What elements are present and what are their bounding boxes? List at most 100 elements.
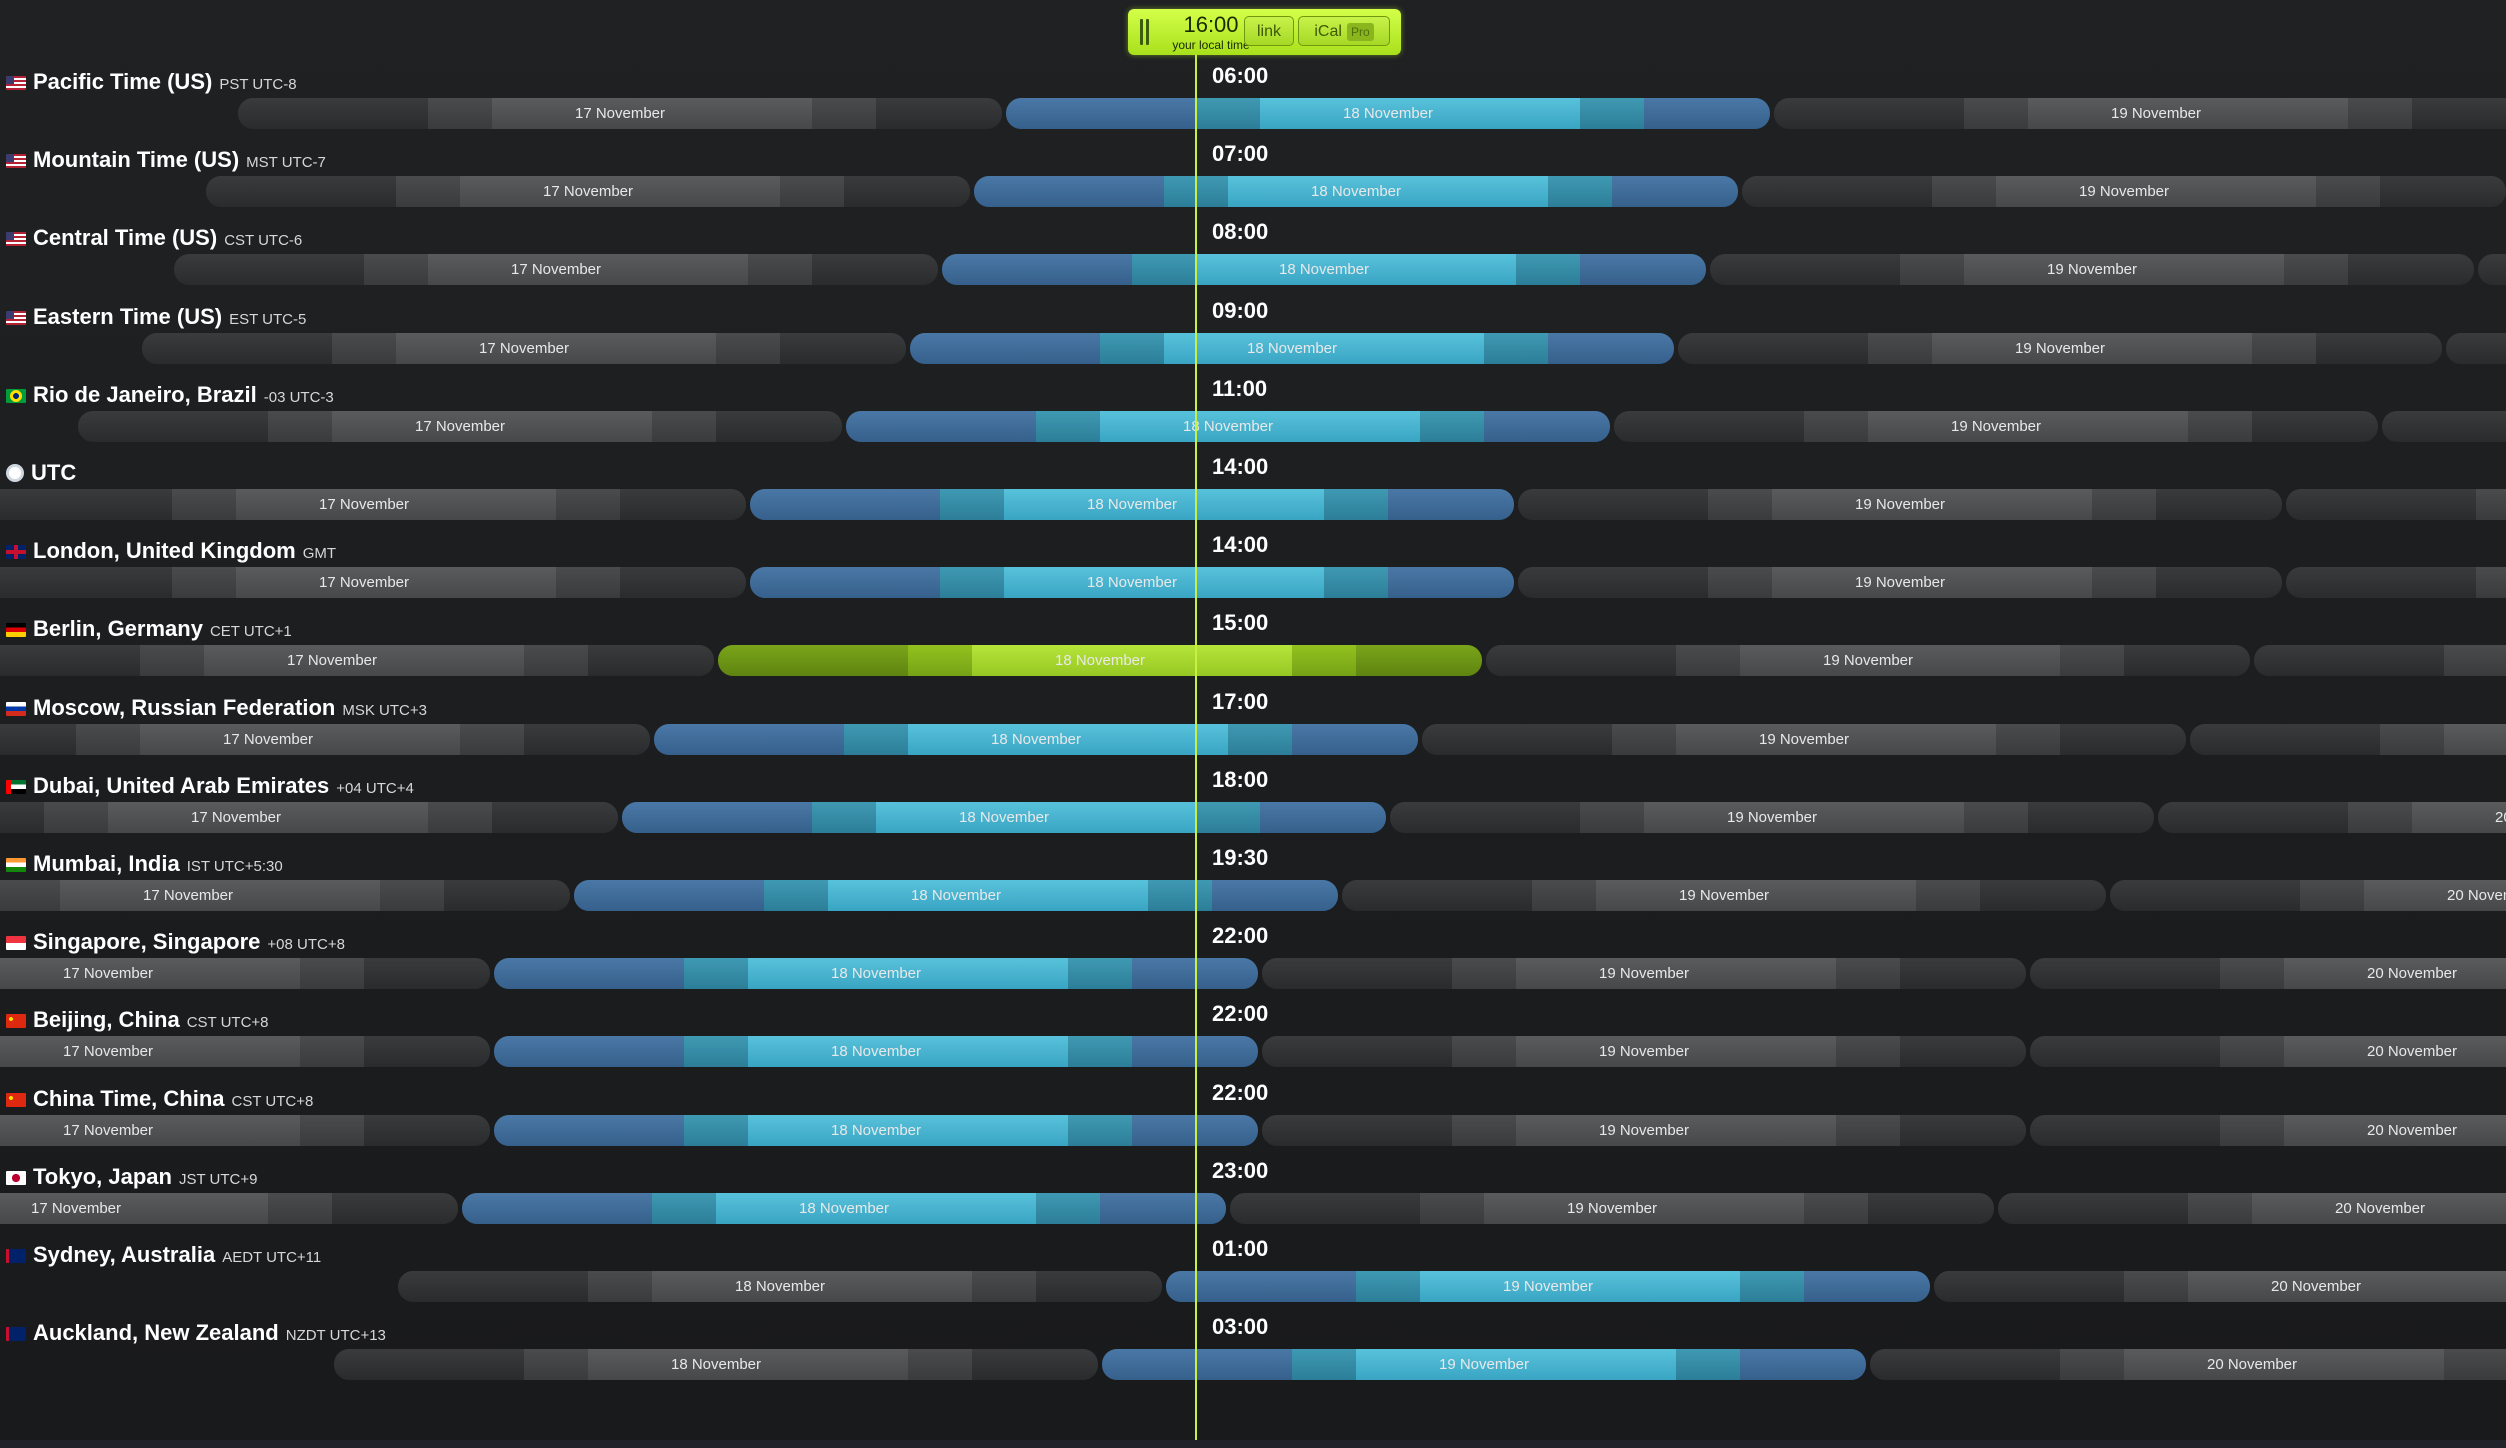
day-segment[interactable] [172,567,236,599]
today-segment[interactable] [1196,254,1516,286]
day-segment[interactable] [2030,1114,2220,1146]
day-segment[interactable] [0,567,172,599]
today-segment[interactable] [494,958,684,990]
day-segment[interactable] [0,489,172,520]
day-segment[interactable] [1964,801,2028,833]
day-segment[interactable] [1900,1114,2026,1146]
day-segment[interactable] [1452,1036,1516,1068]
day-segment[interactable] [1230,1192,1420,1224]
day-segment[interactable] [2348,98,2412,129]
day-segment[interactable] [2092,567,2156,599]
day-segment[interactable] [78,410,268,442]
today-segment[interactable] [1580,254,1706,286]
today-segment[interactable] [1612,176,1738,208]
day-segment[interactable] [1710,254,1900,286]
day-segment[interactable] [2124,1271,2188,1302]
day-segment[interactable] [268,1192,332,1224]
day-segment[interactable] [172,489,236,520]
today-segment[interactable] [1548,176,1612,208]
day-segment[interactable] [2364,880,2506,911]
day-segment[interactable] [1916,880,1980,911]
day-segment[interactable] [1836,1114,1900,1146]
day-segment[interactable] [2316,176,2380,208]
day-segment[interactable] [2348,254,2474,286]
day-segment[interactable] [460,723,524,755]
day-segment[interactable] [1518,567,1708,599]
today-segment[interactable] [654,723,844,755]
today-segment[interactable] [1548,332,1674,364]
day-segment[interactable] [908,1349,972,1381]
today-segment[interactable] [1100,1192,1226,1224]
link-button[interactable]: link [1244,16,1294,46]
day-segment[interactable] [780,332,906,364]
timezone-row[interactable]: Mumbai, India IST UTC+5:30 19:30 17 Novembe… [0,841,2506,919]
today-segment[interactable] [750,567,940,599]
day-segment[interactable] [444,880,570,911]
day-segment[interactable] [1262,958,1452,990]
today-segment[interactable] [1100,332,1164,364]
day-segment[interactable] [140,723,460,755]
day-segment[interactable] [0,880,60,911]
today-segment[interactable] [1516,254,1580,286]
day-segment[interactable] [1900,1036,2026,1068]
day-segment[interactable] [844,176,970,208]
day-segment[interactable] [1644,801,1964,833]
today-segment[interactable] [716,1192,1036,1224]
today-segment[interactable] [1292,645,1356,677]
day-timeline[interactable]: 18 November 19 November 20 November [0,1271,2506,1302]
day-segment[interactable] [364,958,490,990]
day-segment[interactable] [1900,254,1964,286]
today-segment[interactable] [1102,1349,1292,1381]
timezone-row[interactable]: Moscow, Russian Federation MSK UTC+3 17:00… [0,685,2506,763]
day-segment[interactable] [300,1114,364,1146]
day-segment[interactable] [2188,1192,2252,1224]
day-segment[interactable] [2286,489,2476,520]
timezone-row[interactable]: Berlin, Germany CET UTC+1 15:00 17 November… [0,606,2506,684]
today-segment[interactable] [750,489,940,520]
today-segment[interactable] [812,801,876,833]
timezone-row[interactable]: Eastern Time (US) EST UTC-5 09:00 17 Novemb… [0,294,2506,372]
day-segment[interactable] [1422,723,1612,755]
today-segment[interactable] [462,1192,652,1224]
day-segment[interactable] [2188,410,2252,442]
day-segment[interactable] [0,1192,268,1224]
day-segment[interactable] [1740,645,2060,677]
day-segment[interactable] [2124,1349,2444,1381]
day-segment[interactable] [2060,1349,2124,1381]
day-segment[interactable] [236,567,556,599]
day-segment[interactable] [2060,723,2186,755]
local-time-widget[interactable]: 16:00 your local time link iCal Pro [1128,9,1401,55]
day-segment[interactable] [0,958,300,990]
day-segment[interactable] [972,1271,1036,1302]
day-segment[interactable] [780,176,844,208]
day-segment[interactable] [1452,958,1516,990]
day-segment[interactable] [2412,801,2506,833]
day-segment[interactable] [2284,958,2506,990]
day-segment[interactable] [1342,880,1532,911]
day-segment[interactable] [2252,332,2316,364]
day-segment[interactable] [1772,567,2092,599]
today-segment[interactable] [1420,410,1484,442]
today-segment[interactable] [1356,1271,1420,1302]
day-segment[interactable] [204,645,524,677]
day-segment[interactable] [2300,880,2364,911]
day-segment[interactable] [1836,958,1900,990]
today-segment[interactable] [1804,1271,1930,1302]
today-segment[interactable] [748,1036,1068,1068]
day-segment[interactable] [588,1349,908,1381]
today-segment[interactable] [1164,332,1484,364]
day-segment[interactable] [398,1271,588,1302]
day-segment[interactable] [620,567,746,599]
day-segment[interactable] [2220,1036,2284,1068]
day-segment[interactable] [1996,176,2316,208]
day-segment[interactable] [2284,254,2348,286]
day-segment[interactable] [2158,801,2348,833]
day-segment[interactable] [972,1349,1098,1381]
day-segment[interactable] [238,98,428,129]
